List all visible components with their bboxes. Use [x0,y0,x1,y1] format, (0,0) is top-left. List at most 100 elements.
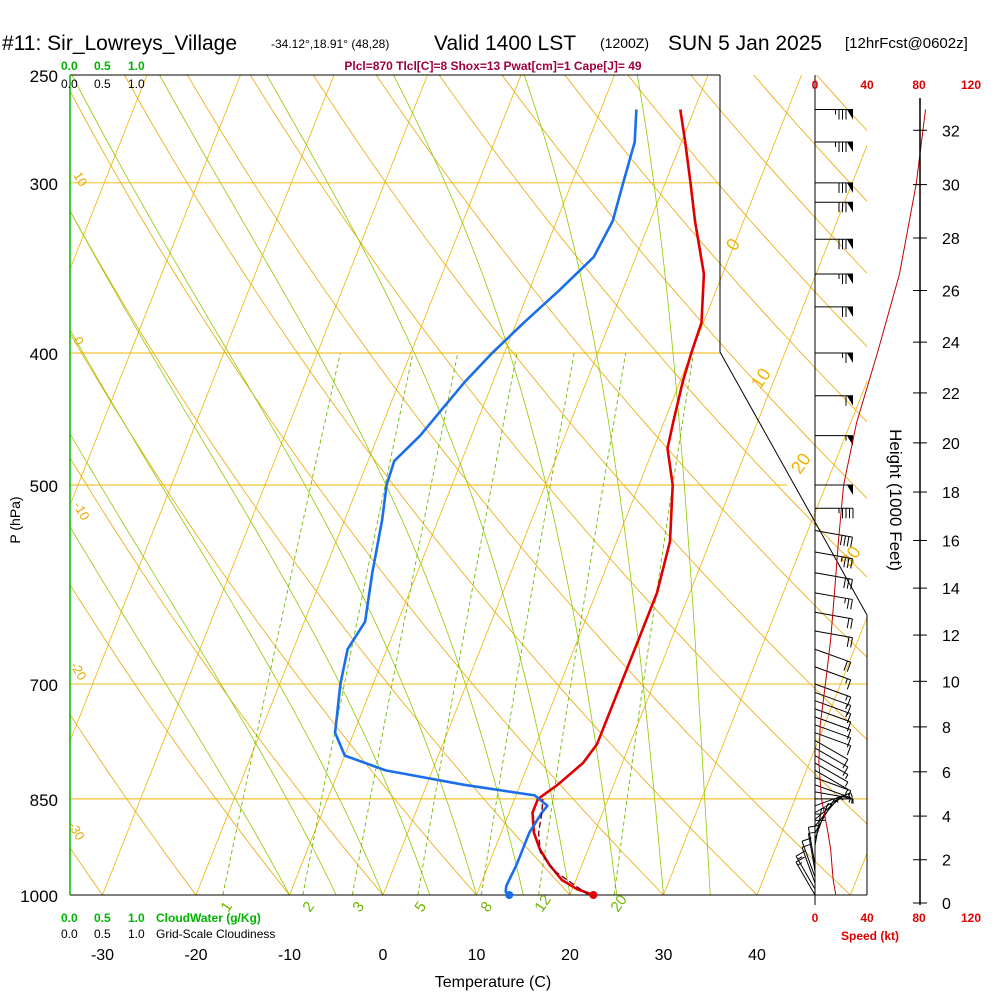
cloudwater-label: CloudWater (g/Kg) [156,911,261,925]
height-tick-label: 14 [942,581,960,598]
wind-barb-flag [846,737,852,748]
wind-barb-half-flag [850,792,853,798]
wind-barb [814,572,853,590]
wind-barb [815,201,853,213]
dry-adiabat-line [438,75,867,578]
station-coords: -34.12°,18.91° (48,28) [271,37,389,51]
wind-barb [814,755,849,780]
mixing-ratio-lines [222,352,694,895]
wind-barb-pennant [847,182,853,193]
wind-barb-shaft [814,755,849,776]
pressure-tick-label: 1000 [20,887,58,906]
wind-barb-flag [846,636,850,647]
wind-barb-pennant [847,435,853,446]
cloudiness-bottom-tick: 1.0 [128,927,145,941]
wind-barb-shaft [814,739,849,760]
speed-top-tick: 80 [912,78,926,92]
wind-barb-pennant [847,239,853,250]
cloudwater-top-tick: 0.0 [61,59,78,73]
wind-barb-half-flag [848,790,852,796]
cloudwater-bottom-tick: 0.5 [94,911,111,925]
wind-barb [814,769,849,794]
isotherm-left-label: -10 [70,499,92,523]
height-tick-label: 10 [942,674,960,691]
wind-barb-shaft [814,691,851,706]
dewpoint-profile-line [333,109,638,895]
wind-barb-shaft [814,530,853,538]
dry-adiabat-line [70,456,384,895]
isotherm-line [70,75,148,271]
wind-barb-flag [846,721,852,732]
height-tick-label: 8 [942,720,951,737]
wind-barb-pennant [847,485,853,495]
pressure-tick-label: 500 [30,477,58,496]
wind-barb [815,273,853,285]
cloudiness-bottom-tick: 0.0 [61,927,78,941]
cloudwater-bottom-tick: 1.0 [128,911,145,925]
wind-barb-flag [843,557,847,568]
mixing-ratio-label: 3 [349,899,368,916]
dry-adiabat-lines [70,75,867,895]
wind-barb-shaft [814,572,853,580]
parcel-profile-line [537,798,590,895]
wind-barb-flag [846,729,852,740]
sounding-profiles [333,109,706,895]
wind-barb-flag [850,637,853,648]
height-tick-label: 22 [942,386,960,403]
mixing-ratio-line [613,352,694,895]
wind-barb-shaft [814,630,853,639]
moist-adiabat-line [70,432,337,895]
height-tick-label: 26 [942,284,960,301]
isotherm-right-label: 20 [787,449,815,477]
wind-barb-pennant [847,395,853,406]
wind-barb-pennant [847,202,853,213]
speed-axis-label: Speed (kt) [841,929,899,943]
height-tick-label: 28 [942,231,960,248]
wind-barb [815,108,853,120]
wind-barb [814,592,853,610]
wind-barb-flag [808,831,819,834]
moist-adiabat-line [70,328,384,895]
surface-temperature-dot [589,891,598,899]
isotherm-left-label: -30 [65,819,87,843]
wind-barb [814,724,852,748]
x-axis-label: Temperature (C) [435,974,551,991]
wind-barb-shaft [814,592,853,600]
dry-adiabat-line [70,90,664,895]
wind-barb [814,630,853,648]
wind-barb-shaft [801,847,816,884]
wind-barb [814,747,849,776]
plot-diagonal-border [719,351,868,616]
x-tick-label: 10 [468,947,486,964]
wind-barb [815,306,853,317]
surface-markers [505,891,598,899]
moist-adiabat-lines [70,75,711,895]
mixing-ratio-line [417,352,518,895]
wind-barb-pennant [847,274,853,285]
x-tick-label: 40 [748,947,766,964]
dry-adiabat-line [753,75,867,202]
wind-barb-flag [846,598,850,609]
cloudiness-top-tick: 0.5 [94,77,111,91]
cloudwater-top-tick: 1.0 [128,59,145,73]
moist-adiabat-line [393,75,618,895]
wind-barb-half-flag [845,704,848,710]
wind-barb-shaft [814,551,853,560]
wind-barb-half-flag [845,678,848,684]
dry-adiabat-line [70,332,477,895]
wind-barb [815,435,853,446]
valid-time: Valid 1400 LST [434,32,576,55]
mixing-ratio-label: 12 [531,892,554,915]
wind-barb-shaft [814,769,849,790]
x-tick-label: 20 [561,947,579,964]
height-tick-label: 12 [942,628,960,645]
valid-date: SUN 5 Jan 2025 [668,32,822,55]
wind-barb [815,141,853,153]
mixing-ratio-line [480,352,575,895]
pressure-tick-label: 400 [30,345,58,364]
wind-barb-flag [843,578,847,589]
moist-adiabat-line [266,75,571,895]
wind-barb-shaft [814,724,851,739]
